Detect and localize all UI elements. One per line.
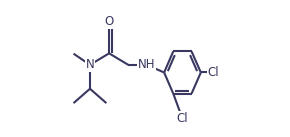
Text: N: N (86, 58, 94, 71)
Text: NH: NH (138, 58, 155, 71)
Text: Cl: Cl (177, 112, 188, 125)
Text: O: O (104, 15, 114, 28)
Text: Cl: Cl (208, 66, 220, 79)
